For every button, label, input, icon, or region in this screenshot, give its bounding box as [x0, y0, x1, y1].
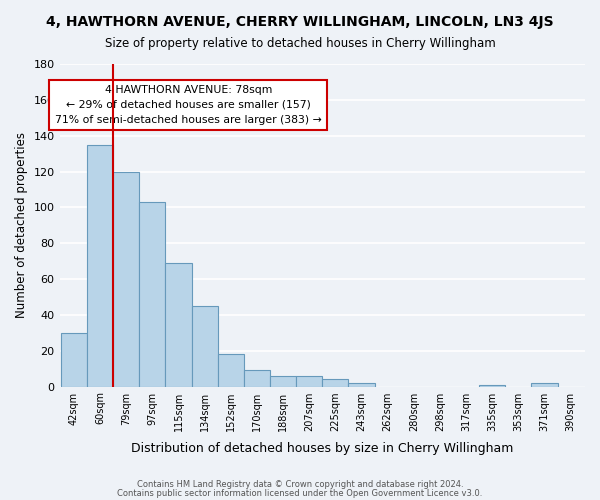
Y-axis label: Number of detached properties: Number of detached properties — [15, 132, 28, 318]
Bar — [113, 172, 139, 386]
Bar — [532, 383, 557, 386]
Bar — [61, 333, 87, 386]
Bar — [87, 144, 113, 386]
X-axis label: Distribution of detached houses by size in Cherry Willingham: Distribution of detached houses by size … — [131, 442, 514, 455]
Text: 4 HAWTHORN AVENUE: 78sqm
← 29% of detached houses are smaller (157)
71% of semi-: 4 HAWTHORN AVENUE: 78sqm ← 29% of detach… — [55, 85, 322, 124]
Bar — [479, 384, 505, 386]
Bar — [218, 354, 244, 386]
Bar — [191, 306, 218, 386]
Text: Size of property relative to detached houses in Cherry Willingham: Size of property relative to detached ho… — [104, 38, 496, 51]
Text: Contains HM Land Registry data © Crown copyright and database right 2024.: Contains HM Land Registry data © Crown c… — [137, 480, 463, 489]
Bar — [349, 383, 374, 386]
Text: Contains public sector information licensed under the Open Government Licence v3: Contains public sector information licen… — [118, 488, 482, 498]
Bar — [244, 370, 270, 386]
Text: 4, HAWTHORN AVENUE, CHERRY WILLINGHAM, LINCOLN, LN3 4JS: 4, HAWTHORN AVENUE, CHERRY WILLINGHAM, L… — [46, 15, 554, 29]
Bar — [322, 380, 349, 386]
Bar — [296, 376, 322, 386]
Bar — [139, 202, 166, 386]
Bar — [270, 376, 296, 386]
Bar — [166, 263, 191, 386]
